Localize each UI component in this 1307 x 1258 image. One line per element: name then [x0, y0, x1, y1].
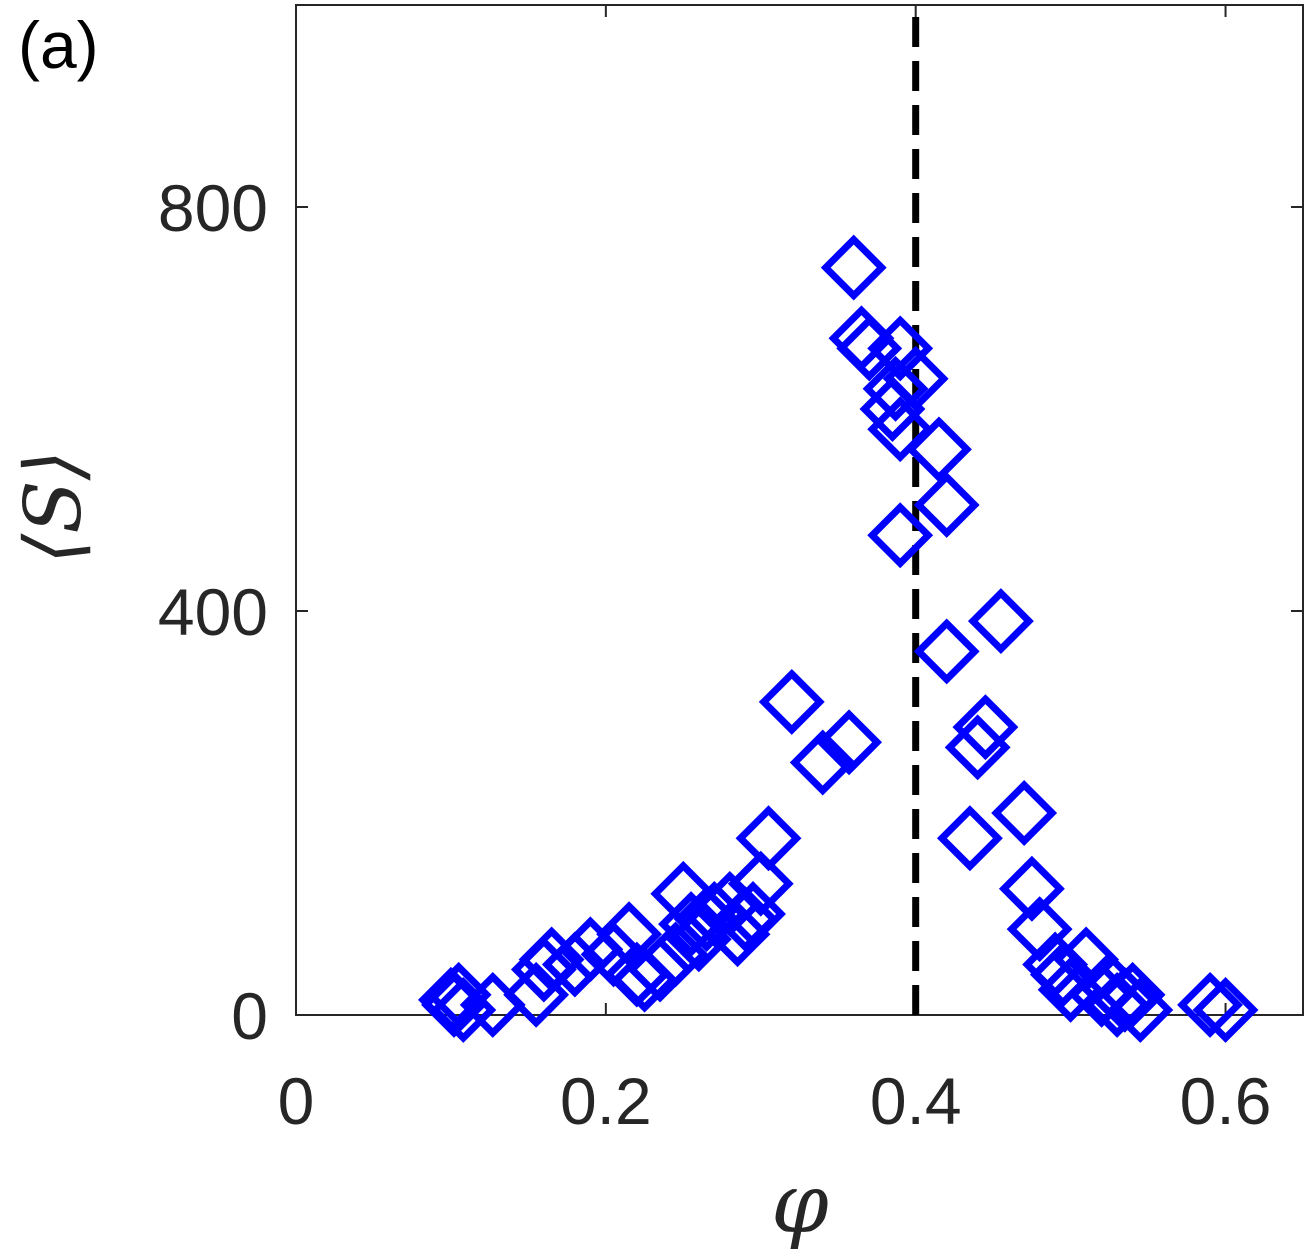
data-point: [867, 315, 934, 382]
y-tick-label: 800: [158, 171, 268, 245]
data-point: [425, 961, 492, 1028]
data-point: [735, 805, 802, 872]
data-point: [820, 234, 887, 301]
axis-ticks: [295, 5, 1303, 1016]
data-point: [913, 618, 980, 685]
y-tick-label: 400: [158, 575, 268, 649]
data-point: [836, 315, 903, 382]
data-points: [417, 234, 1259, 1043]
data-point: [905, 416, 972, 483]
x-axis-label: φ: [771, 1157, 829, 1252]
data-point: [1107, 977, 1174, 1043]
data-point: [1029, 941, 1096, 1008]
data-point: [518, 926, 585, 993]
data-point: [541, 931, 608, 998]
data-point: [627, 936, 694, 1003]
data-point: [1006, 896, 1073, 963]
data-point: [936, 805, 1003, 872]
plot-frame: [295, 4, 1304, 1016]
data-point: [1192, 977, 1259, 1043]
data-point: [867, 502, 934, 569]
data-point: [727, 850, 794, 917]
y-tick-label: 0: [231, 979, 268, 1053]
data-point: [991, 780, 1058, 846]
panel-label: (a): [18, 8, 99, 82]
data-point: [867, 396, 934, 463]
x-tick-label: 0.4: [870, 1064, 962, 1138]
data-point: [882, 345, 949, 412]
x-tick-label: 0: [278, 1064, 315, 1138]
data-point: [862, 355, 929, 422]
y-axis-label: ⟨S⟩: [9, 450, 99, 564]
x-tick-label: 0.6: [1180, 1064, 1272, 1138]
data-point: [944, 714, 1011, 781]
data-point: [967, 588, 1034, 655]
data-point: [430, 977, 497, 1043]
data-point: [952, 694, 1019, 761]
data-point: [816, 709, 883, 776]
data-point: [789, 729, 856, 796]
data-point: [1099, 961, 1166, 1028]
x-tick-label: 0.2: [560, 1064, 652, 1138]
axis-tick-labels: 0 0.2 0.4 0.6 0 400 800: [158, 171, 1272, 1138]
data-point: [913, 472, 980, 538]
data-point: [758, 668, 825, 735]
data-point: [998, 855, 1065, 922]
data-point: [1177, 971, 1243, 1038]
